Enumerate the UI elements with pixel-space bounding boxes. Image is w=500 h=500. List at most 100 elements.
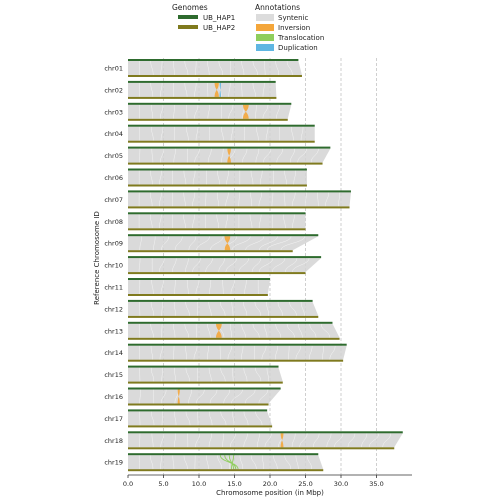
hap1-bar bbox=[128, 168, 307, 171]
y-tick-label: chr18 bbox=[104, 437, 123, 445]
hap1-bar bbox=[128, 278, 270, 280]
syntenic-strand bbox=[159, 258, 165, 273]
syntenic-strand bbox=[286, 60, 293, 76]
legend-annotation-label: Translocation bbox=[277, 34, 324, 42]
syntenic-strand bbox=[266, 301, 269, 316]
syntenic-strand bbox=[231, 236, 251, 251]
syntenic-strand bbox=[158, 192, 162, 207]
syntenic-strand bbox=[217, 455, 223, 470]
syntenic-strand bbox=[284, 170, 287, 185]
syntenic-strand bbox=[264, 433, 272, 448]
syntenic-strand bbox=[291, 126, 294, 141]
syntenic-strand bbox=[209, 389, 218, 404]
syntenic-strand bbox=[292, 258, 310, 273]
syntenic-strand bbox=[252, 82, 256, 97]
hap1-bar bbox=[128, 409, 268, 412]
syntenic-strand bbox=[208, 433, 212, 448]
y-tick-label: chr06 bbox=[104, 174, 123, 182]
x-tick-label: 5.0 bbox=[158, 480, 168, 488]
syntenic-strand bbox=[259, 236, 278, 251]
syntenic-strand bbox=[223, 236, 237, 251]
syntenic-strand bbox=[222, 433, 224, 448]
syntenic-strand bbox=[174, 411, 177, 426]
syntenic-strand bbox=[228, 104, 234, 119]
syntenic-strand bbox=[195, 60, 197, 76]
syntenic-strand bbox=[326, 433, 332, 448]
y-tick-labels: chr01 chr02 chr03 chr04 chr05 chr06 chr07 chr08… bbox=[104, 65, 123, 467]
syntenic-strand bbox=[293, 170, 296, 185]
syntenic-strand bbox=[230, 279, 235, 295]
hap1-bar bbox=[128, 453, 319, 456]
syntenic-strand bbox=[206, 455, 209, 470]
y-tick-label: chr09 bbox=[104, 240, 123, 248]
syntenic-strand bbox=[205, 258, 213, 273]
syntenic-strand bbox=[243, 367, 248, 382]
syntenic-strand bbox=[241, 60, 245, 76]
hap1-bar bbox=[128, 80, 276, 83]
syntenic-strand bbox=[291, 433, 296, 448]
legend-annotation-label: Inversion bbox=[278, 24, 310, 32]
syntenic-region bbox=[128, 236, 319, 251]
syntenic-strand bbox=[361, 433, 368, 448]
syntenic-strand bbox=[258, 258, 274, 273]
syntenic-region bbox=[128, 345, 347, 360]
syntenic-strand bbox=[194, 148, 200, 163]
syntenic-strand bbox=[160, 60, 163, 76]
hap2-bar bbox=[128, 425, 273, 428]
syntenic-strand bbox=[264, 60, 266, 76]
syntenic-strand bbox=[173, 323, 176, 338]
syntenic-strand bbox=[258, 192, 263, 207]
syntenic-strand bbox=[274, 345, 278, 360]
syntenic-strand bbox=[221, 126, 224, 141]
syntenic-strand bbox=[218, 60, 224, 76]
x-tick-label: 15.0 bbox=[227, 480, 241, 488]
syntenic-strand bbox=[229, 433, 236, 448]
hap1-bar bbox=[128, 321, 333, 324]
hap1-bar bbox=[128, 124, 315, 127]
syntenic-strand bbox=[288, 345, 290, 360]
syntenic-strand bbox=[276, 104, 280, 119]
syntenic-strand bbox=[138, 258, 141, 273]
syntenic-strand bbox=[185, 411, 191, 426]
syntenic-strand bbox=[225, 214, 229, 229]
syntenic-strand bbox=[161, 301, 163, 316]
legend-genome-swatch bbox=[178, 15, 198, 19]
syntenic-region bbox=[128, 411, 273, 426]
legend-annotation-swatch bbox=[256, 44, 274, 51]
syntenic-strand bbox=[258, 389, 269, 404]
syntenic-strand bbox=[251, 258, 262, 273]
hap1-bar bbox=[128, 146, 331, 149]
syntenic-strand bbox=[185, 301, 190, 316]
syntenic-strand bbox=[195, 279, 200, 295]
syntenic-strand bbox=[243, 433, 248, 448]
syntenic-strand bbox=[298, 323, 303, 338]
y-tick-label: chr08 bbox=[104, 218, 123, 226]
syntenic-strand bbox=[161, 323, 163, 338]
syntenic-strand bbox=[276, 148, 283, 163]
legend-annotation-swatch bbox=[256, 24, 274, 31]
syntenic-strand bbox=[230, 126, 234, 141]
syntenic-strand bbox=[150, 192, 153, 207]
syntenic-strand bbox=[289, 301, 297, 316]
syntenic-strand bbox=[174, 367, 176, 382]
syntenic-strand bbox=[255, 367, 262, 382]
syntenic-strand bbox=[347, 433, 356, 448]
y-axis-label: Reference Chromosome ID bbox=[93, 211, 101, 305]
synteny-links bbox=[128, 60, 403, 470]
syntenic-strand bbox=[160, 455, 162, 470]
y-tick-label: chr14 bbox=[104, 349, 123, 357]
syntenic-strand bbox=[192, 214, 195, 229]
legend-genomes: UB_HAP1 UB_HAP2 bbox=[178, 14, 235, 32]
syntenic-strand bbox=[159, 170, 162, 185]
syntenic-region bbox=[128, 82, 277, 97]
hap1-bar bbox=[128, 343, 347, 346]
y-tick-label: chr04 bbox=[104, 130, 123, 138]
syntenic-strand bbox=[310, 148, 319, 163]
syntenic-strand bbox=[334, 433, 344, 448]
syntenic-strand bbox=[172, 258, 177, 273]
syntenic-strand bbox=[192, 258, 201, 273]
legend-annotation-label: Duplication bbox=[278, 44, 318, 52]
hap2-bar bbox=[128, 315, 319, 318]
y-tick-label: chr16 bbox=[104, 393, 123, 401]
syntenic-strand bbox=[292, 214, 295, 229]
